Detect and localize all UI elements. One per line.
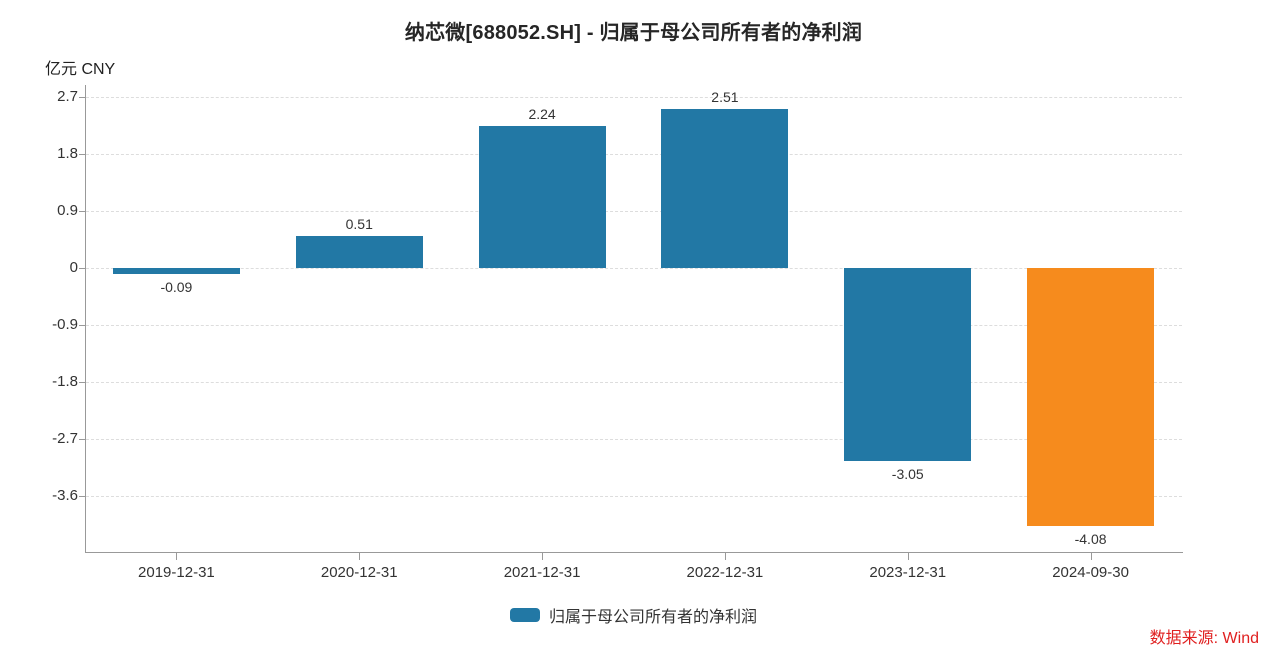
y-axis-unit-label: 亿元 CNY [45, 61, 116, 78]
x-axis-label: 2021-12-31 [503, 564, 581, 581]
y-axis-tick [79, 381, 85, 383]
x-axis-label: 2023-12-31 [869, 564, 947, 581]
legend: 归属于母公司所有者的净利润 [0, 603, 1267, 627]
chart-title: 纳芯微[688052.SH] - 归属于母公司所有者的净利润 [404, 22, 863, 44]
x-axis-label: 2019-12-31 [138, 564, 215, 581]
bar-value-label: 2.24 [528, 106, 556, 123]
y-axis-label: -3.6 [52, 486, 78, 504]
gridline [86, 324, 1182, 326]
y-axis-line [85, 85, 86, 552]
y-axis-label: -2.7 [52, 429, 78, 447]
bar-value-label: -4.08 [1074, 531, 1107, 548]
x-axis-label: 2022-12-31 [686, 564, 764, 581]
y-axis-label: 0.9 [57, 202, 78, 220]
x-axis-tick [724, 553, 726, 560]
gridline [86, 438, 1182, 440]
x-axis-tick [542, 553, 544, 560]
bar-value-label: 0.51 [345, 215, 373, 232]
y-axis-tick [79, 495, 85, 497]
gridline [86, 268, 1182, 269]
y-axis-tick [79, 97, 85, 99]
x-axis-tick [176, 553, 178, 560]
bar[interactable] [478, 126, 606, 268]
bar-value-label: -3.05 [891, 466, 924, 483]
legend-item[interactable]: 归属于母公司所有者的净利润 [509, 603, 757, 627]
gridline [86, 495, 1182, 497]
legend-label: 归属于母公司所有者的净利润 [548, 609, 757, 626]
bar[interactable] [661, 109, 789, 268]
x-axis-tick [359, 553, 361, 560]
x-axis-tick [1090, 553, 1092, 560]
gridline [86, 97, 1182, 99]
y-axis-label: -1.8 [52, 372, 78, 390]
bar[interactable] [295, 235, 423, 268]
y-axis-label: 1.8 [57, 145, 78, 163]
data-source-label: 数据来源: Wind [1149, 630, 1259, 647]
bar[interactable] [844, 268, 972, 462]
gridline [86, 211, 1182, 213]
x-axis-line [85, 552, 1183, 553]
y-axis-tick [79, 154, 85, 156]
y-axis-label: -0.9 [52, 315, 78, 333]
y-axis-label: 2.7 [57, 88, 78, 106]
bar-value-label: 2.51 [711, 89, 739, 106]
y-axis-tick [79, 324, 85, 326]
bar[interactable] [112, 268, 240, 274]
y-axis-tick [79, 268, 85, 269]
y-axis-tick [79, 211, 85, 213]
bar-value-label: -0.09 [160, 278, 193, 295]
y-axis-label: 0 [69, 259, 78, 276]
gridline [86, 381, 1182, 383]
gridline [86, 154, 1182, 156]
x-axis-label: 2024-09-30 [1052, 564, 1129, 581]
y-axis-tick [79, 438, 85, 440]
x-axis-label: 2020-12-31 [320, 564, 398, 581]
x-axis-tick [907, 553, 909, 560]
legend-swatch [509, 608, 540, 622]
bar[interactable] [1027, 268, 1155, 527]
